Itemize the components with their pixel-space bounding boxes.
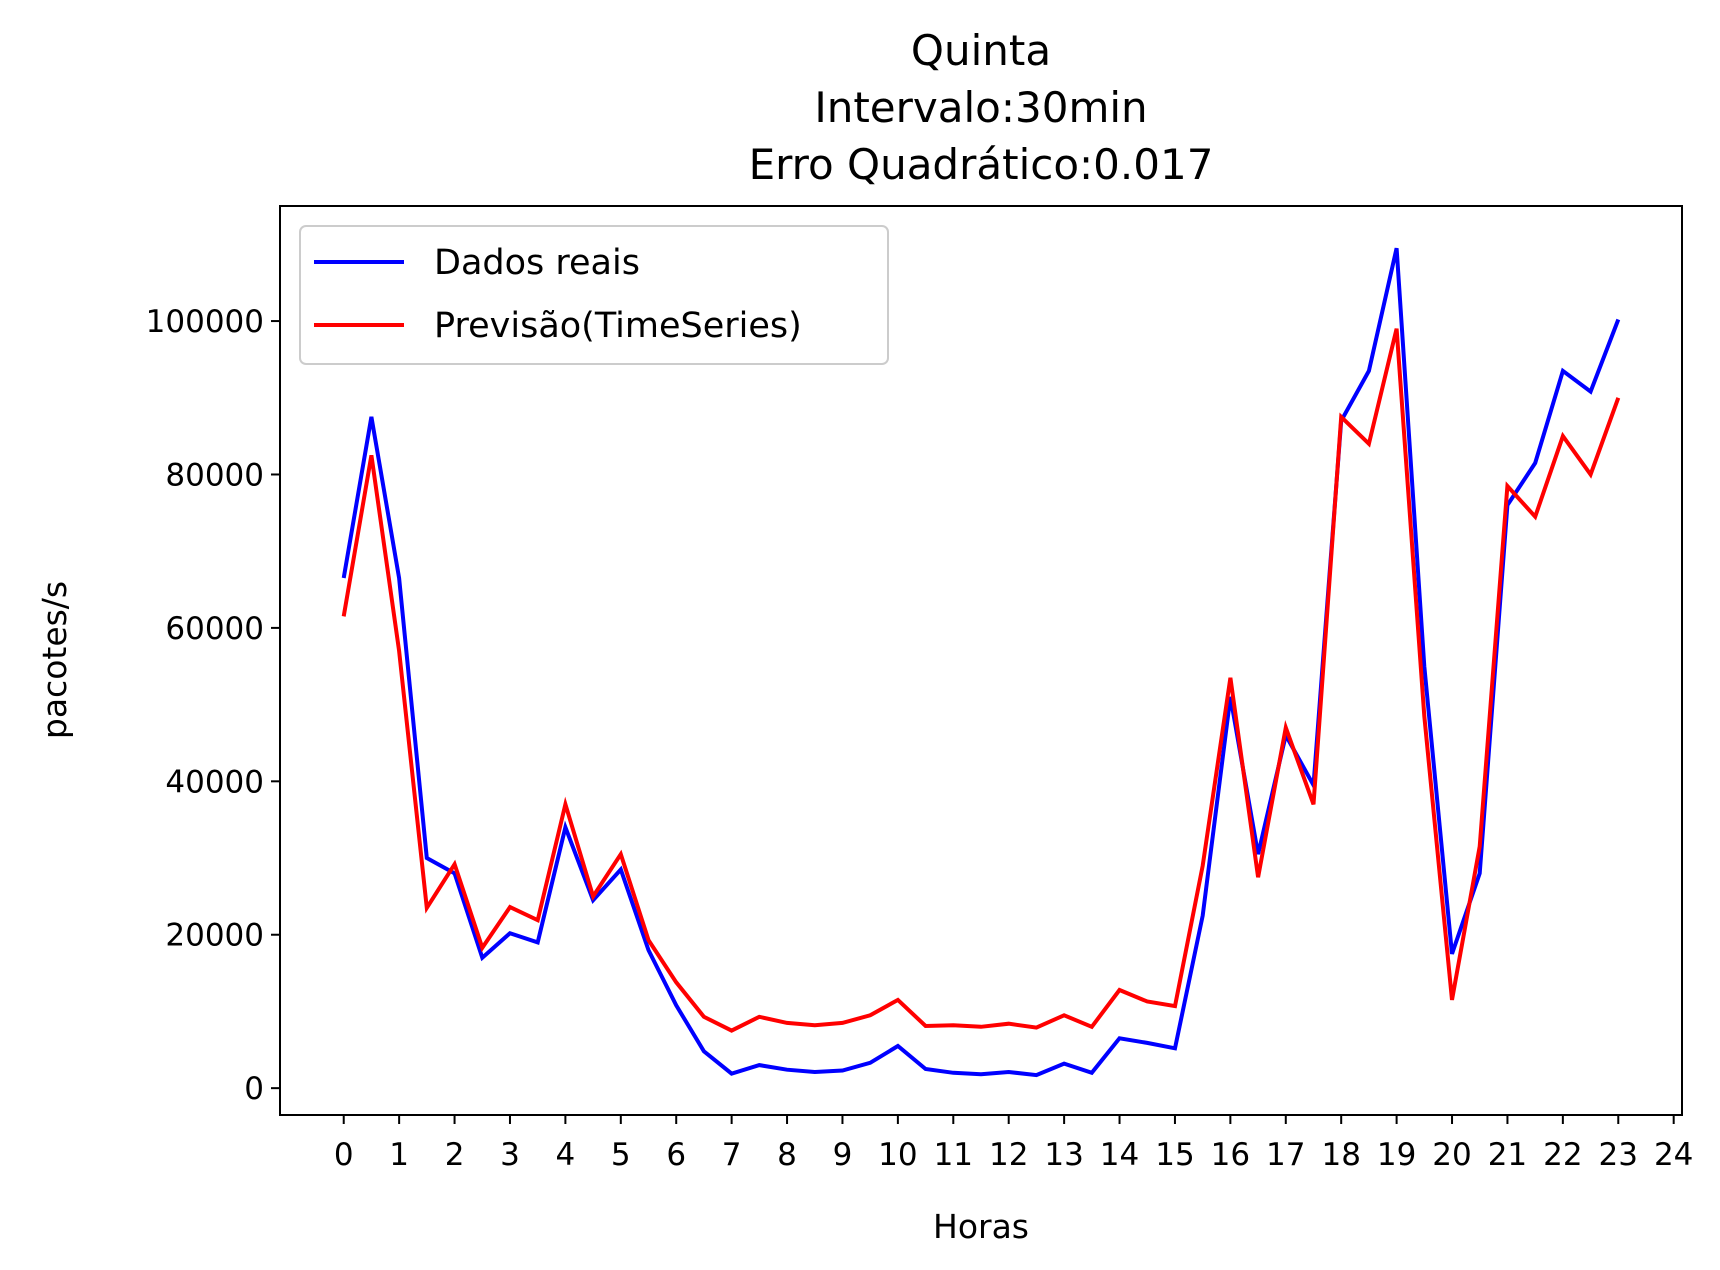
chart-title-line-3: Erro Quadrático:0.017 [749, 140, 1214, 189]
x-tick-label: 23 [1599, 1137, 1638, 1173]
x-tick-label: 13 [1044, 1137, 1083, 1173]
y-tick-label: 100000 [146, 304, 264, 340]
legend-label-previsao: Previsão(TimeSeries) [434, 306, 802, 346]
legend: Dados reais Previsão(TimeSeries) [299, 225, 889, 365]
x-tick-label: 0 [334, 1137, 354, 1173]
x-tick-label: 4 [556, 1137, 576, 1173]
chart-title: Quinta Intervalo:30min Erro Quadrático:0… [749, 26, 1214, 189]
x-tick-label: 5 [611, 1137, 631, 1173]
x-axis-label: Horas [933, 1207, 1029, 1246]
x-tick-label: 16 [1211, 1137, 1250, 1173]
x-tick-label: 3 [500, 1137, 520, 1173]
y-axis-ticks: 0 20000 40000 60000 80000 100000 [146, 304, 280, 1107]
x-tick-label: 20 [1432, 1137, 1471, 1173]
y-tick-label: 60000 [165, 611, 264, 647]
x-axis-ticks: 0 1 2 3 4 5 6 7 8 9 10 11 12 13 14 15 16 17 18 19 20 21 22 23 24 [334, 1115, 1693, 1173]
chart-title-line-2: Intervalo:30min [814, 83, 1147, 132]
x-tick-label: 18 [1321, 1137, 1360, 1173]
x-tick-label: 2 [445, 1137, 465, 1173]
x-tick-label: 12 [989, 1137, 1028, 1173]
x-tick-label: 21 [1488, 1137, 1527, 1173]
x-tick-label: 8 [777, 1137, 797, 1173]
x-tick-label: 14 [1100, 1137, 1139, 1173]
y-tick-label: 40000 [165, 764, 264, 800]
y-tick-label: 20000 [165, 918, 264, 954]
series-line-0 [341, 247, 1621, 1078]
x-tick-label: 15 [1155, 1137, 1194, 1173]
y-tick-label: 0 [244, 1071, 264, 1107]
y-axis-label: pacotes/s [35, 581, 74, 739]
y-tick-label: 80000 [165, 457, 264, 493]
x-tick-label: 17 [1266, 1137, 1305, 1173]
x-tick-label: 1 [389, 1137, 409, 1173]
x-tick-label: 9 [833, 1137, 853, 1173]
x-tick-label: 22 [1543, 1137, 1582, 1173]
axes-frame [279, 205, 1683, 1116]
chart-title-line-1: Quinta [911, 26, 1051, 75]
legend-box [299, 225, 889, 365]
plot-area [279, 205, 1683, 1116]
x-tick-label: 24 [1654, 1137, 1693, 1173]
x-tick-label: 6 [666, 1137, 686, 1173]
legend-label-dados-reais: Dados reais [434, 243, 640, 283]
x-tick-label: 19 [1377, 1137, 1416, 1173]
x-tick-label: 11 [934, 1137, 973, 1173]
x-tick-label: 10 [878, 1137, 917, 1173]
series-line-1 [341, 328, 1621, 1033]
x-tick-label: 7 [722, 1137, 742, 1173]
series-lines [341, 247, 1621, 1078]
